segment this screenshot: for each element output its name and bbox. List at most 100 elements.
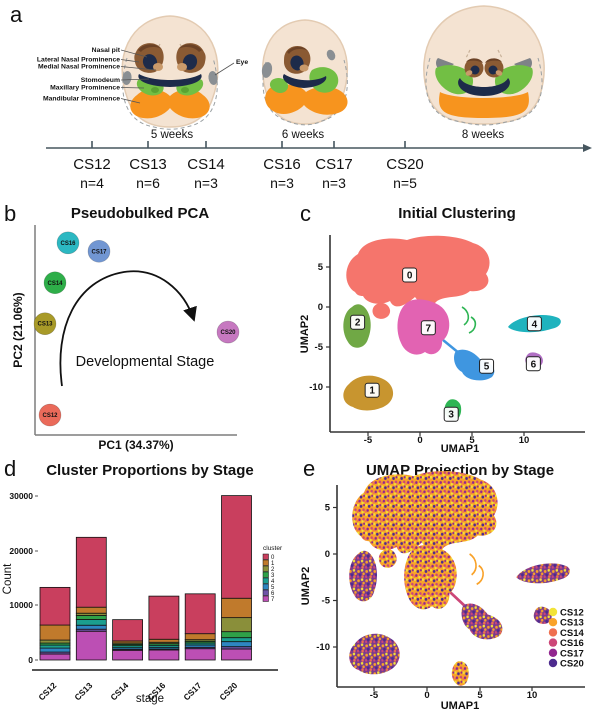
cluster-labels: 0 1 2 3 4 5 6 7 — [350, 267, 542, 422]
cluster-legend-label: 3 — [271, 573, 275, 579]
bar-segment-CS20-cluster4 — [221, 637, 252, 643]
xtick: CS13 — [72, 680, 94, 702]
bar-segment-CS20-cluster1 — [221, 597, 252, 619]
xtick: CS14 — [108, 680, 130, 702]
bar-rects — [39, 495, 252, 661]
cluster-legend-swatch-2 — [262, 565, 269, 572]
bar-segment-CS17-cluster7 — [184, 648, 216, 661]
cluster-0-satellite — [372, 302, 391, 319]
stage-name: CS16 — [263, 156, 301, 173]
xtick: CS12 — [36, 680, 58, 702]
ytick: -5 — [322, 596, 331, 607]
stage-legend-dot-CS13 — [548, 618, 558, 627]
bar-segment-CS13-cluster0 — [75, 536, 107, 608]
caption-5-weeks: 5 weeks — [151, 129, 193, 141]
umap-ylabel: UMAP2 — [299, 315, 311, 354]
stage-legend-dot-CS12 — [548, 607, 558, 617]
stage-n: n=4 — [80, 175, 104, 191]
stage-name: CS20 — [386, 156, 424, 173]
ytick: 5 — [325, 503, 331, 514]
head-skin — [423, 5, 545, 125]
pca-xlabel: PC1 (34.37%) — [98, 438, 173, 452]
bar-segment-CS20-cluster7 — [221, 648, 252, 661]
cluster-legend-swatch-4 — [262, 577, 269, 584]
timeline: CS12 CS13 CS14 CS16 CS17 CS20 n=4 n=6 n=… — [46, 141, 592, 191]
stage-ticks — [333, 506, 533, 691]
ytick: 0 — [318, 302, 323, 313]
panel-e-umap-stage: UMAP Projection by Stage 5 0 -5 -10 — [300, 462, 585, 711]
panel-b-letter: b — [4, 201, 17, 226]
cluster-label-7: 7 — [426, 323, 432, 334]
cluster-3-wisps — [461, 306, 477, 334]
stage-legend-label: CS20 — [560, 659, 584, 670]
xtick: 0 — [417, 435, 422, 446]
leader-lines — [120, 49, 235, 104]
cluster-label-box — [420, 320, 436, 336]
label-eye: Eye — [236, 59, 248, 66]
mandibular-prominence-shape — [130, 89, 210, 119]
cluster-label-box — [526, 316, 542, 332]
stage-tick-labels: 5 0 -5 -10 -5 0 5 10 — [316, 503, 537, 702]
umap-tick-labels: 5 0 -5 -10 -5 0 5 10 — [309, 262, 529, 446]
bar-segment-CS13-cluster5 — [75, 624, 107, 630]
cluster-label-box — [364, 382, 380, 398]
stage-umap-title: UMAP Projection by Stage — [366, 462, 554, 479]
pca-point-label: CS14 — [47, 281, 63, 287]
face-dashed-outline — [425, 57, 543, 126]
cluster-label-6: 6 — [531, 359, 537, 370]
stage-xlabel: UMAP1 — [441, 700, 480, 711]
stomodeum-shape — [282, 74, 327, 88]
bar-segment-CS16-cluster7 — [148, 649, 180, 661]
xtick: 5 — [477, 690, 483, 701]
bar-legend-title: cluster — [263, 545, 283, 552]
bar-segment-CS16-cluster0 — [148, 595, 180, 640]
xtick: CS20 — [217, 680, 239, 702]
label-maxillary: Maxillary Prominence — [50, 85, 120, 92]
cluster-legend-label: 6 — [271, 591, 275, 597]
panel-a-letter: a — [10, 2, 23, 27]
cluster-label-5: 5 — [484, 362, 490, 373]
umap-xlabel: UMAP1 — [441, 443, 480, 455]
stage-ylabel: UMAP2 — [300, 567, 312, 606]
bar-segment-CS20-cluster5 — [221, 641, 252, 648]
eye-left — [122, 71, 132, 85]
mandibular-prominence-shape — [439, 92, 529, 118]
stage-wisps — [468, 553, 485, 586]
eye-left — [261, 62, 273, 78]
pca-point-CS17 — [87, 239, 111, 263]
pca-point-label: CS16 — [60, 241, 76, 247]
bar-segment-CS17-cluster1 — [184, 633, 216, 641]
cluster-legend-swatch-5 — [262, 583, 269, 590]
stage-umap-clusters — [349, 471, 570, 686]
ytick: 10000 — [9, 600, 33, 610]
umap-clusters — [343, 235, 561, 421]
stomodeum-shape — [138, 74, 202, 87]
bar-segment-CS12-cluster0 — [39, 586, 71, 626]
bar-ytick-labels: 30000 20000 10000 0 — [9, 491, 33, 665]
cluster-legend-label: 5 — [271, 585, 275, 591]
stage-n: n=5 — [393, 175, 417, 191]
panel-d-letter: d — [4, 456, 17, 481]
bar-xlabel: stage — [136, 693, 164, 705]
bar-segment-CS13-cluster3 — [75, 615, 107, 620]
cluster-legend-swatch-7 — [262, 595, 269, 602]
label-medial-nasal: Medial Nasal Prominence — [38, 64, 120, 71]
xtick: 5 — [469, 435, 475, 446]
nostril-pit-right — [488, 65, 498, 75]
xtick: 10 — [519, 435, 530, 446]
pca-title: Pseudobulked PCA — [71, 205, 210, 222]
pca-points: CS12 CS13 CS14 CS16 CS17 CS20 — [33, 231, 240, 427]
anatomy-labels: Nasal pit Lateral Nasal Prominence Media… — [37, 47, 248, 103]
bar-segment-CS12-cluster2 — [39, 639, 71, 644]
stage-legend-dot-CS16 — [548, 638, 558, 647]
ytick: 0 — [28, 655, 33, 665]
cluster-legend-label: 2 — [271, 567, 275, 573]
medial-nasal-prominence-left — [153, 63, 163, 71]
nostril-crease-left — [466, 58, 483, 63]
stage-n: n=3 — [194, 175, 218, 191]
panel-a: Nasal pit Lateral Nasal Prominence Media… — [37, 5, 592, 191]
week-captions: 5 weeks 6 weeks 8 weeks — [151, 129, 504, 141]
ytick: -10 — [309, 382, 323, 393]
stage-name: CS12 — [73, 156, 111, 173]
nasal-dark-crease-left — [138, 44, 161, 52]
